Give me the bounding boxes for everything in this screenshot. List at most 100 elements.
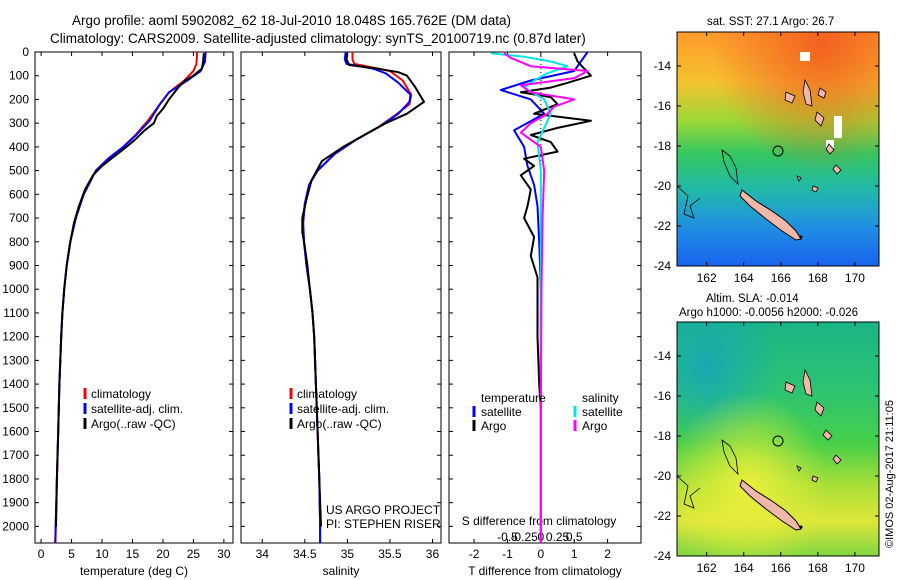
sst-warm-area: [677, 32, 879, 266]
island-dot: [799, 235, 803, 239]
lon-tick-label: 162: [697, 561, 717, 575]
depth-tick-label: 700: [9, 211, 29, 225]
plot-frame: [240, 51, 442, 544]
depth-tick-label: 1800: [2, 472, 29, 486]
x-tick-label: 0: [537, 547, 544, 561]
s-tick-label: 0.25: [546, 530, 570, 544]
lat-tick-label: -20: [654, 179, 672, 193]
legend-label: Argo: [582, 419, 608, 433]
loyalty-islands: [796, 175, 819, 193]
legend-label: satellite: [582, 405, 623, 419]
legend-label: climatology: [91, 387, 151, 401]
x-tick-label: 35: [341, 547, 355, 561]
depth-tick-label: 600: [9, 187, 29, 201]
lat-tick-label: -22: [654, 509, 672, 523]
s-tick-label: -0.25: [510, 530, 538, 544]
sla-map-subtitle: Argo h1000: -0.0056 h2000: -0.026: [679, 307, 858, 319]
depth-tick-label: 1300: [2, 353, 29, 367]
depth-tick-label: 500: [9, 164, 29, 178]
sla-map: Altim. SLA: -0.014 Argo h1000: -0.0056 h…: [654, 293, 880, 575]
island: [784, 91, 796, 104]
lat-tick-label: -16: [654, 389, 672, 403]
vanuatu-island: [802, 78, 813, 107]
coastline: [676, 475, 701, 509]
title-line-1: Argo profile: aoml 5902082_62 18-Jul-201…: [72, 13, 511, 28]
sst-axes: 162 164 166 168 170 -14 -16 -18 -20 -22 -24: [654, 32, 879, 285]
lon-tick-label: 164: [734, 271, 754, 285]
x-tick-label: -1: [502, 547, 513, 561]
lat-tick-label: -20: [654, 469, 672, 483]
argo-float-location: [772, 435, 784, 447]
new-caledonia-land: [739, 189, 802, 241]
lat-tick-label: -22: [654, 219, 672, 233]
x-tick-label: 34: [256, 547, 270, 561]
legend-label: satellite-adj. clim.: [91, 402, 183, 416]
legend-label: Argo(..raw -QC): [91, 417, 176, 431]
x-tick-label: 5: [68, 547, 75, 561]
lat-tick-label: -14: [654, 349, 672, 363]
vanuatu-island: [822, 429, 833, 441]
depth-tick-label: 1100: [3, 306, 29, 320]
legend-title-temperature: temperature: [481, 391, 546, 405]
vanuatu-island: [814, 111, 825, 127]
lat-tick-label: -18: [654, 429, 672, 443]
legend-label: climatology: [297, 387, 357, 401]
plot-frame: [34, 51, 234, 544]
s-axis-label: S difference from climatology: [462, 514, 617, 528]
legend-label: Argo: [481, 419, 507, 433]
x-tick-label: 36: [426, 547, 440, 561]
vanuatu-island: [825, 143, 835, 155]
depth-tick-label: 1400: [2, 377, 29, 391]
x-tick-label: 15: [126, 547, 140, 561]
cloud-mask: [800, 52, 810, 61]
depth-tick-label: 400: [9, 140, 29, 154]
depth-tick-label: 1600: [2, 425, 29, 439]
x-tick-label: 25: [187, 547, 201, 561]
island: [817, 87, 827, 99]
plot-frame: [448, 51, 642, 544]
lat-tick-label: -14: [654, 59, 672, 73]
lon-tick-label: 164: [734, 561, 754, 575]
sst-map-frame: [676, 31, 880, 267]
sst-map-title: sat. SST: 27.1 Argo: 26.7: [707, 16, 834, 28]
title-line-2: Climatology: CARS2009. Satellite-adjuste…: [50, 31, 586, 46]
depth-tick-label: 900: [9, 258, 29, 272]
x-tick-label: 35.5: [378, 547, 402, 561]
lon-tick-label: 168: [808, 271, 828, 285]
vanuatu-island: [802, 368, 813, 397]
reef-outline: [721, 439, 739, 476]
lon-tick-label: 170: [845, 271, 865, 285]
x-tick-label: 34.5: [293, 547, 317, 561]
lon-tick-label: 166: [771, 561, 791, 575]
legend-label: satellite-adj. clim.: [297, 402, 389, 416]
legend-label: satellite: [481, 405, 522, 419]
project-annotation: US ARGO PROJECT: [326, 503, 441, 517]
depth-tick-label: 100: [9, 69, 29, 83]
salinity-panel: 34 34.5 35 35.5 36 salinity climatologysatelli…: [240, 51, 442, 578]
loyalty-islands: [796, 465, 819, 483]
x-tick-label: 10: [95, 547, 109, 561]
x-axis-label: salinity: [323, 564, 360, 578]
lat-tick-label: -16: [654, 99, 672, 113]
lat-tick-label: -24: [654, 259, 672, 273]
depth-tick-label: 1200: [2, 330, 29, 344]
lon-tick-label: 168: [808, 561, 828, 575]
x-tick-label: 20: [156, 547, 170, 561]
x-tick-label: 0: [38, 547, 45, 561]
s-tick-label: 0.5: [566, 530, 583, 544]
coastline: [676, 185, 701, 219]
series-line-argo-raw-qc-: [55, 53, 205, 527]
lon-tick-label: 170: [845, 561, 865, 575]
island-dot: [799, 525, 803, 529]
temperature-panel: 0100200300400500600700800900100011001200…: [2, 45, 234, 578]
sla-map-title: Altim. SLA: -0.014: [706, 293, 799, 305]
depth-tick-label: 2000: [2, 519, 29, 533]
series-line-argo-raw-qc-: [301, 53, 425, 527]
depth-tick-label: 1900: [2, 496, 29, 510]
island: [832, 454, 842, 465]
x-tick-label: 2: [604, 547, 611, 561]
difference-panel: -2 -1 0 1 2 T difference from climatology -0.5…: [448, 51, 642, 578]
depth-tick-label: 800: [9, 235, 29, 249]
series-line-t-argo: [519, 52, 592, 408]
